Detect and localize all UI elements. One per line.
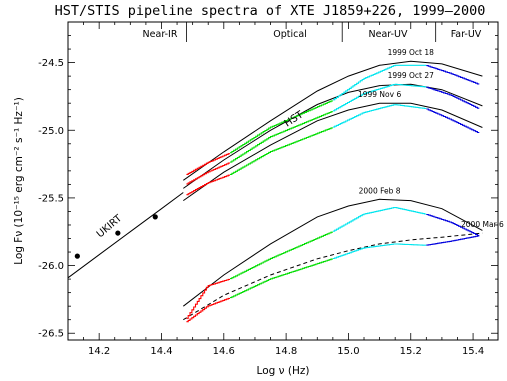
- annotation-ukirt: UKIRT: [95, 213, 125, 241]
- spectrum-segment: [332, 243, 427, 260]
- spectrum-segment: [426, 213, 480, 236]
- x-axis: 14.2 14.4 14.6 14.8 15.0 15.2 15.4: [67, 22, 490, 357]
- spectrum-segment: [230, 100, 333, 154]
- chart-title: HST/STIS pipeline spectra of XTE J1859+2…: [55, 3, 486, 19]
- y-tick-label: -24.5: [38, 58, 64, 69]
- x-tick-label: 15.4: [462, 346, 484, 357]
- spectrum-segment: [230, 111, 333, 163]
- spectrum-segment: [186, 278, 230, 319]
- model-curve: [183, 232, 483, 321]
- region-label-optical: Optical: [273, 29, 307, 40]
- region-label-near-uv: Near-UV: [369, 29, 408, 40]
- model-curve: [183, 60, 483, 181]
- ukirt-point: [152, 214, 158, 220]
- epoch-label: 2000 Mar 6: [461, 220, 504, 229]
- y-tick-label: -25.0: [38, 126, 64, 137]
- model-curve: [183, 83, 483, 189]
- spectrum-segment: [426, 108, 480, 134]
- x-tick-label: 15.2: [400, 346, 422, 357]
- x-tick-label: 14.2: [88, 346, 110, 357]
- spectrum-segment: [230, 231, 333, 280]
- plot-frame: [67, 21, 499, 341]
- x-tick-label: 14.6: [213, 346, 235, 357]
- spectrum-segment: [426, 65, 480, 85]
- spectrum-segment: [426, 86, 480, 109]
- x-tick-label: 14.8: [275, 346, 297, 357]
- spectrum-segment: [332, 207, 427, 232]
- spectrum-segment: [230, 258, 333, 299]
- spectrum-segment: [186, 174, 230, 196]
- spectrum-segment: [230, 127, 333, 175]
- spectrum-segment: [426, 235, 480, 246]
- y-tick-label: -25.5: [38, 193, 64, 204]
- spectrum-segment: [186, 162, 230, 185]
- y-axis: -24.5 -25.0 -25.5 -26.0 -26.5: [38, 35, 498, 340]
- y-tick-label: -26.0: [38, 261, 64, 272]
- x-tick-label: 15.0: [337, 346, 359, 357]
- region-dividers: [186, 22, 437, 42]
- x-axis-label: Log ν (Hz): [257, 365, 310, 377]
- ukirt-points: [74, 214, 158, 259]
- region-label-far-uv: Far-UV: [451, 29, 482, 40]
- model-curve-extension: [67, 192, 184, 279]
- epoch-label: 1999 Nov 6: [358, 90, 401, 99]
- epoch-label: 1999 Oct 18: [388, 48, 435, 57]
- x-tick-label: 14.4: [150, 346, 172, 357]
- epoch-label: 1999 Oct 27: [388, 71, 435, 80]
- model-curves: [67, 60, 483, 321]
- epoch-labels: 1999 Oct 18 1999 Oct 27 1999 Nov 6 2000 Feb…: [358, 48, 504, 229]
- y-tick-label: -26.5: [38, 329, 64, 340]
- ukirt-point: [74, 253, 80, 259]
- model-curve: [182, 198, 483, 307]
- spectrum-segment: [186, 297, 230, 323]
- model-curve: [183, 102, 483, 202]
- ukirt-point: [115, 230, 121, 236]
- spectra-series: [186, 64, 480, 323]
- spectrum-segment: [332, 64, 427, 101]
- spectrum-segment: [332, 83, 427, 112]
- y-axis-label: Log Fν (10⁻¹⁵ erg cm⁻² s⁻¹ Hz⁻¹): [13, 97, 25, 265]
- spectrum-segment: [332, 104, 427, 128]
- annotation-hst: HST: [283, 109, 306, 130]
- spectrum-segment: [186, 153, 230, 175]
- region-label-near-ir: Near-IR: [143, 29, 178, 40]
- epoch-label: 2000 Feb 8: [359, 186, 401, 195]
